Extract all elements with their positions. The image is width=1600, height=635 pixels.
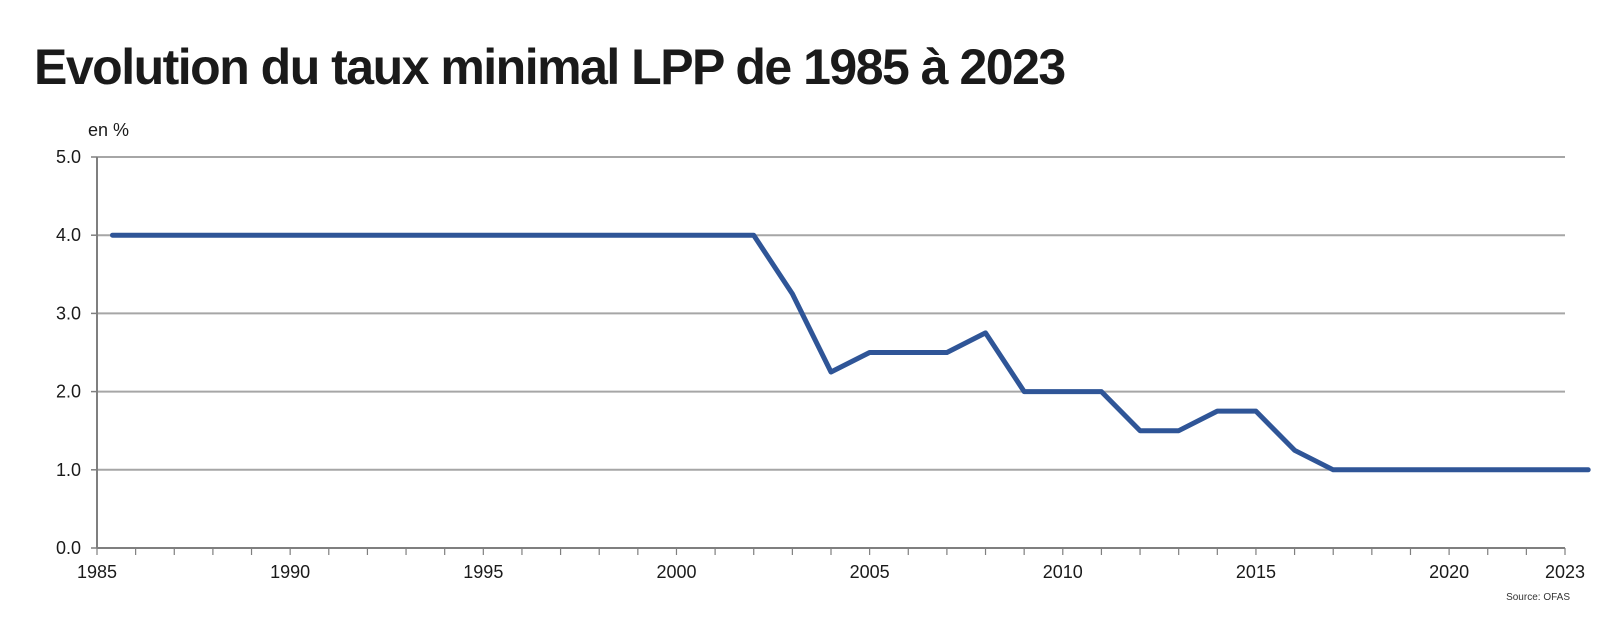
y-axis-ticks: 0.0 1.0 2.0 3.0 4.0 5.0	[56, 147, 97, 558]
y-tick-label: 4.0	[56, 225, 81, 245]
x-tick-label: 2020	[1429, 562, 1469, 582]
x-tick-label: 2000	[656, 562, 696, 582]
x-tick-label: 2023	[1545, 562, 1585, 582]
x-tick-label: 1985	[77, 562, 117, 582]
series-line	[110, 232, 1591, 473]
y-tick-label: 0.0	[56, 538, 81, 558]
series-group	[110, 232, 1591, 473]
chart-title: Evolution du taux minimal LPP de 1985 à …	[34, 39, 1066, 95]
x-tick-label: 2015	[1236, 562, 1276, 582]
y-tick-label: 3.0	[56, 303, 81, 323]
y-tick-label: 1.0	[56, 460, 81, 480]
axes	[96, 157, 1565, 549]
gridlines	[97, 156, 1565, 471]
x-tick-label: 2010	[1043, 562, 1083, 582]
y-axis-unit-label: en %	[88, 120, 129, 140]
x-tick-label: 1990	[270, 562, 310, 582]
x-tick-label: 2005	[850, 562, 890, 582]
y-tick-label: 2.0	[56, 382, 81, 402]
x-axis-ticks: 1985 1990 1995 2000 2005 2010 2015 2020 2023	[77, 548, 1585, 582]
x-tick-label: 1995	[463, 562, 503, 582]
source-note: Source: OFAS	[1506, 592, 1570, 603]
y-tick-label: 5.0	[56, 147, 81, 167]
